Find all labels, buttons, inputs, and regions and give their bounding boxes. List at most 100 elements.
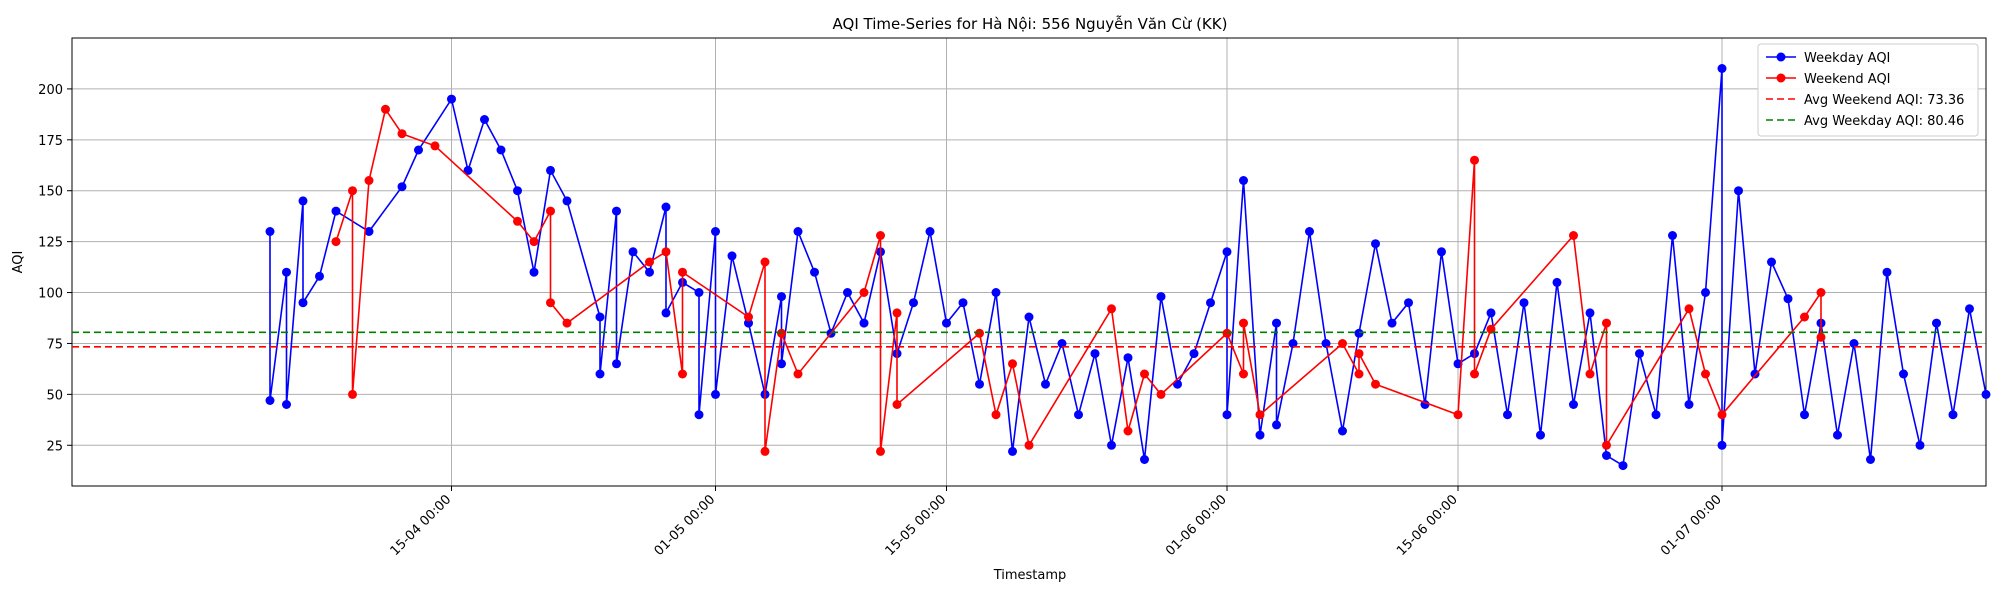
weekend-aqi-point xyxy=(348,186,357,196)
weekday-aqi-point xyxy=(1503,410,1512,420)
legend-marker xyxy=(1776,73,1786,83)
weekend-aqi-point xyxy=(1222,328,1232,338)
chart-title: AQI Time-Series for Hà Nội: 556 Nguyễn V… xyxy=(833,15,1228,33)
weekday-aqi-point xyxy=(1354,328,1364,338)
weekday-aqi-point xyxy=(480,115,489,124)
y-tick-label: 150 xyxy=(38,185,63,200)
weekend-aqi-point xyxy=(1470,155,1479,165)
weekday-aqi-point xyxy=(1387,318,1397,328)
axis-ticks: 25 50 75 100 125 150 175 200 15-04 00:00 01-05 00… xyxy=(38,83,1725,559)
weekday-aqi-point xyxy=(645,267,654,277)
grid xyxy=(72,38,1986,486)
weekday-aqi-point xyxy=(1734,186,1743,196)
weekday-aqi-point xyxy=(777,292,786,302)
weekday-aqi-point xyxy=(1156,292,1166,302)
weekday-aqi-point xyxy=(1717,440,1727,450)
weekend-aqi-point xyxy=(546,206,555,216)
weekend-aqi-point xyxy=(793,369,803,379)
weekend-aqi-point xyxy=(859,288,869,297)
weekday-aqi-point xyxy=(859,318,869,328)
weekday-aqi-point xyxy=(1668,231,1677,240)
weekday-aqi-point xyxy=(595,312,605,322)
weekday-aqi-point xyxy=(1618,461,1628,471)
weekday-aqi-point xyxy=(1519,298,1529,308)
weekday-aqi-point xyxy=(1684,400,1694,409)
weekday-aqi-point xyxy=(1222,410,1232,420)
legend-label: Weekday AQI xyxy=(1804,51,1890,66)
weekday-aqi-point xyxy=(711,389,720,399)
weekday-aqi-point xyxy=(1569,400,1578,409)
weekday-aqi-point xyxy=(1057,339,1067,348)
legend-label: Weekend AQI xyxy=(1804,72,1891,87)
weekend-aqi-point xyxy=(1684,304,1694,314)
weekday-aqi-point xyxy=(1272,420,1281,430)
weekday-aqi-point xyxy=(612,359,621,369)
weekday-aqi-point xyxy=(414,145,423,155)
weekday-aqi-point xyxy=(1206,298,1215,308)
y-tick-label: 100 xyxy=(38,287,63,302)
weekday-aqi-point xyxy=(1404,298,1413,308)
weekday-aqi-point xyxy=(1305,227,1314,236)
weekday-aqi-point xyxy=(1552,277,1562,287)
weekday-aqi-point xyxy=(958,298,968,308)
weekend-aqi-line xyxy=(335,107,1822,452)
x-tick-label: 15-04 00:00 xyxy=(388,492,455,559)
weekend-aqi-point xyxy=(1239,318,1248,328)
weekday-aqi-point xyxy=(694,288,704,297)
legend-label: Avg Weekend AQI: 73.36 xyxy=(1804,93,1964,108)
weekday-aqi-point xyxy=(1915,440,1925,450)
weekday-aqi-point xyxy=(513,186,522,196)
weekday-aqi-point xyxy=(1453,359,1463,369)
weekday-aqi-point xyxy=(1932,318,1941,328)
weekday-aqi-point xyxy=(1882,267,1892,277)
weekday-aqi-point xyxy=(595,369,605,379)
weekday-aqi-point xyxy=(1008,446,1017,456)
y-tick-label: 50 xyxy=(46,388,63,403)
weekday-aqi-point xyxy=(694,410,704,420)
weekday-aqi-point xyxy=(298,196,308,206)
weekend-aqi-point xyxy=(348,389,357,399)
weekend-aqi-point xyxy=(1585,369,1595,379)
weekday-aqi-point xyxy=(1288,339,1298,348)
weekday-aqi-point xyxy=(447,94,456,104)
weekday-aqi-point xyxy=(1849,339,1859,348)
weekday-aqi-point xyxy=(1602,451,1611,460)
weekday-aqi-point xyxy=(1024,312,1034,322)
weekend-aqi-point xyxy=(760,446,770,456)
weekend-aqi-point xyxy=(645,257,654,267)
weekday-aqi-point xyxy=(1651,410,1661,420)
x-axis-label: Timestamp xyxy=(993,568,1067,583)
weekday-aqi-point xyxy=(1717,64,1727,73)
weekday-aqi-point xyxy=(777,359,786,369)
weekend-aqi-point xyxy=(1354,369,1364,379)
weekday-aqi-point xyxy=(282,267,291,277)
weekend-aqi-point xyxy=(1717,410,1727,420)
weekday-aqi-point xyxy=(909,298,918,308)
weekend-aqi-point xyxy=(1123,426,1133,436)
weekday-aqi-point xyxy=(1255,430,1265,440)
weekday-aqi-point xyxy=(397,182,407,192)
y-tick-label: 200 xyxy=(38,83,63,98)
legend-label: Avg Weekday AQI: 80.46 xyxy=(1804,114,1964,129)
weekday-aqi-point xyxy=(331,206,341,216)
weekday-aqi-point xyxy=(1767,257,1776,267)
weekday-aqi-point xyxy=(1437,247,1446,257)
weekday-aqi-point xyxy=(1783,294,1793,304)
weekend-aqi-point xyxy=(529,237,539,247)
weekday-aqi-point xyxy=(793,227,803,236)
weekend-aqi-point xyxy=(744,312,753,322)
x-tick-label: 01-07 00:00 xyxy=(1658,492,1725,559)
weekend-aqi-point xyxy=(777,328,786,338)
weekday-aqi-point xyxy=(1635,349,1644,359)
weekday-aqi-point xyxy=(1981,389,1991,399)
weekday-aqi-point xyxy=(727,251,737,261)
weekend-aqi-point xyxy=(513,216,522,226)
weekend-aqi-point xyxy=(1107,304,1116,314)
weekday-aqi-point xyxy=(1222,247,1232,257)
weekend-aqi-point xyxy=(1255,410,1265,420)
weekday-aqi-point xyxy=(661,202,671,212)
weekend-aqi-point xyxy=(1602,318,1611,328)
weekday-aqi-point xyxy=(315,271,324,281)
weekend-aqi-point xyxy=(1602,440,1611,450)
